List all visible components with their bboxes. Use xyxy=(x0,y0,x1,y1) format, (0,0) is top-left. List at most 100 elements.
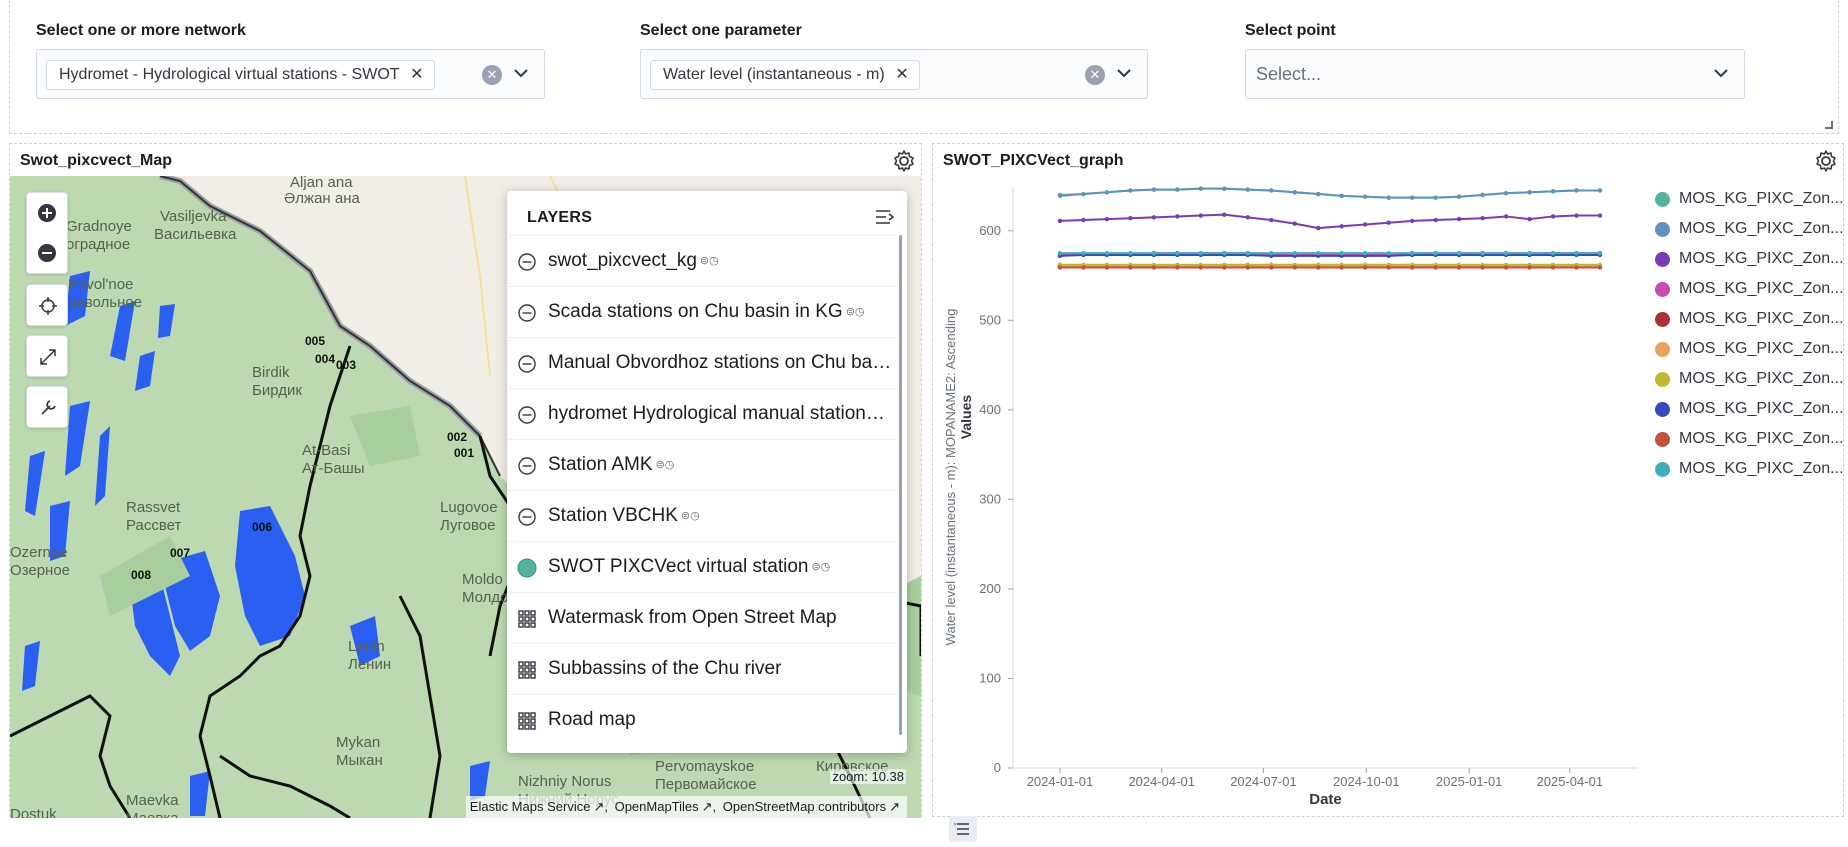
data-point xyxy=(1597,250,1603,256)
data-point xyxy=(1245,187,1250,192)
data-point xyxy=(1480,265,1485,270)
place-label: At-Basi xyxy=(302,442,351,459)
network-clear-icon[interactable]: ✕ xyxy=(482,65,502,85)
legend-color-dot xyxy=(1655,372,1670,387)
layer-item[interactable]: swot_pixcvect_kg ⊜◷ xyxy=(507,235,897,286)
data-point xyxy=(1339,265,1344,270)
point-label-marker[interactable]: 005 xyxy=(305,334,326,348)
legend-label: MOS_KG_PIXC_Zon... xyxy=(1679,250,1844,267)
attribution-link[interactable]: OpenStreetMap contributors xyxy=(722,799,887,814)
legend-label: MOS_KG_PIXC_Zon... xyxy=(1679,370,1844,387)
layer-name: Station AMK ⊜◷ xyxy=(548,454,675,475)
point-label-marker[interactable]: 006 xyxy=(252,520,273,534)
filter-time-icon: ⊜◷ xyxy=(699,255,719,268)
y-axis-title: Water level (instantaneous - m): MOPANAM… xyxy=(943,309,958,646)
layer-item[interactable]: Subbassins of the Chu river xyxy=(507,643,897,694)
place-label: Maevka xyxy=(126,792,179,809)
legend-label: MOS_KG_PIXC_Zon... xyxy=(1679,400,1844,417)
data-point xyxy=(1057,193,1063,199)
data-point xyxy=(1316,225,1321,231)
layer-item[interactable]: Road map xyxy=(507,694,897,745)
point-label-marker[interactable]: 007 xyxy=(170,546,191,560)
point-label-marker[interactable]: 004 xyxy=(315,352,336,366)
line-chart[interactable]: 0 100 200 300 400 500 600 2024-01-01 2024-04-01 2… xyxy=(933,176,1845,818)
point-label-marker[interactable]: 008 xyxy=(131,568,152,582)
data-point xyxy=(1362,222,1368,227)
place-label: Dostuk xyxy=(10,806,57,818)
legend-label: MOS_KG_PIXC_Zon... xyxy=(1679,340,1844,357)
layers-scrollbar[interactable] xyxy=(899,235,902,735)
grid-icon[interactable] xyxy=(517,711,537,731)
layer-item[interactable]: hydromet Hydrological manual stations ..… xyxy=(507,388,897,439)
layer-item[interactable]: Scada stations on Chu basin in KG ⊜◷ xyxy=(507,286,897,337)
y-tick-label: 200 xyxy=(979,581,1001,596)
data-point xyxy=(1527,250,1532,256)
gear-icon[interactable] xyxy=(892,149,916,173)
place-label: Первомайское xyxy=(655,776,757,793)
x-tick-label: 2024-04-01 xyxy=(1128,774,1195,789)
legend-label: MOS_KG_PIXC_Zon... xyxy=(1679,310,1844,327)
legend-label: MOS_KG_PIXC_Zon... xyxy=(1679,190,1844,207)
collapse-layers-icon[interactable] xyxy=(873,205,897,229)
place-label: Lugovoe xyxy=(440,499,498,516)
eye-closed-icon[interactable] xyxy=(517,507,537,527)
crosshair-icon xyxy=(39,297,57,315)
layer-item[interactable]: Watermask from Open Street Map xyxy=(507,592,897,643)
draw-tool-button[interactable] xyxy=(26,386,68,428)
zoom-out-button[interactable] xyxy=(27,233,67,273)
data-point xyxy=(1057,265,1063,270)
data-point xyxy=(1550,265,1556,270)
layer-item[interactable]: SWOT PIXCVect virtual station ⊜◷ xyxy=(507,541,897,592)
place-label: Pervomayskoe xyxy=(655,758,755,775)
fit-to-data-button[interactable] xyxy=(26,284,68,326)
eye-closed-icon[interactable] xyxy=(517,252,537,272)
parameter-chevron-down-icon[interactable] xyxy=(1114,63,1134,83)
graph-panel-title: SWOT_PIXCVect_graph xyxy=(943,152,1124,169)
data-point xyxy=(1269,217,1274,223)
network-pill-remove-icon[interactable]: ✕ xyxy=(410,66,424,83)
layer-item[interactable]: Station VBCHK ⊜◷ xyxy=(507,490,897,541)
eye-closed-icon[interactable] xyxy=(517,456,537,476)
eye-closed-icon[interactable] xyxy=(517,354,537,374)
x-tick-label: 2024-07-01 xyxy=(1230,774,1297,789)
data-point xyxy=(1151,250,1157,256)
layer-name: hydromet Hydrological manual stations ..… xyxy=(548,403,893,424)
data-point xyxy=(1269,250,1274,256)
data-point xyxy=(1316,250,1321,256)
network-combobox[interactable]: Hydromet - Hydrological virtual stations… xyxy=(36,49,545,99)
attribution-link[interactable]: OpenMapTiles xyxy=(614,799,699,814)
layer-item[interactable]: Manual Obvordhoz stations on Chu basi... xyxy=(507,337,897,388)
layer-item[interactable]: Station AMK ⊜◷ xyxy=(507,439,897,490)
data-point xyxy=(1104,265,1110,270)
point-chevron-down-icon[interactable] xyxy=(1711,63,1731,83)
legend-toggle-button[interactable] xyxy=(949,816,977,842)
place-label: Vasiljevka xyxy=(160,208,227,225)
network-chevron-down-icon[interactable] xyxy=(511,63,531,83)
layer-color-icon[interactable] xyxy=(517,558,537,578)
attribution-link[interactable]: Elastic Maps Service xyxy=(469,799,591,814)
data-point xyxy=(1245,215,1250,220)
data-point xyxy=(1339,193,1344,199)
point-label-marker[interactable]: 001 xyxy=(454,446,475,460)
grid-icon[interactable] xyxy=(517,609,537,629)
fullscreen-button[interactable] xyxy=(26,335,68,377)
map-canvas[interactable]: Aljan ana Əлжан ана Vasiljevka Васильевк… xyxy=(10,176,921,818)
data-point xyxy=(1362,250,1368,256)
parameter-clear-icon[interactable]: ✕ xyxy=(1085,65,1105,85)
grid-icon[interactable] xyxy=(517,660,537,680)
zoom-in-button[interactable] xyxy=(27,193,67,233)
plus-circle-icon xyxy=(38,204,56,222)
y-tick-label: 100 xyxy=(979,670,1001,685)
parameter-pill-remove-icon[interactable]: ✕ xyxy=(895,66,909,83)
point-label-marker[interactable]: 002 xyxy=(447,430,468,444)
gear-icon[interactable] xyxy=(1814,149,1838,173)
eye-closed-icon[interactable] xyxy=(517,405,537,425)
data-point xyxy=(1104,190,1110,195)
point-label-marker[interactable]: 003 xyxy=(336,358,357,372)
data-point xyxy=(1574,250,1579,256)
eye-closed-icon[interactable] xyxy=(517,303,537,323)
point-combobox[interactable]: Select... xyxy=(1245,49,1745,99)
legend-color-dot xyxy=(1655,192,1670,207)
parameter-combobox[interactable]: Water level (instantaneous - m) ✕ ✕ xyxy=(640,49,1148,99)
resize-handle[interactable] xyxy=(1825,121,1833,129)
